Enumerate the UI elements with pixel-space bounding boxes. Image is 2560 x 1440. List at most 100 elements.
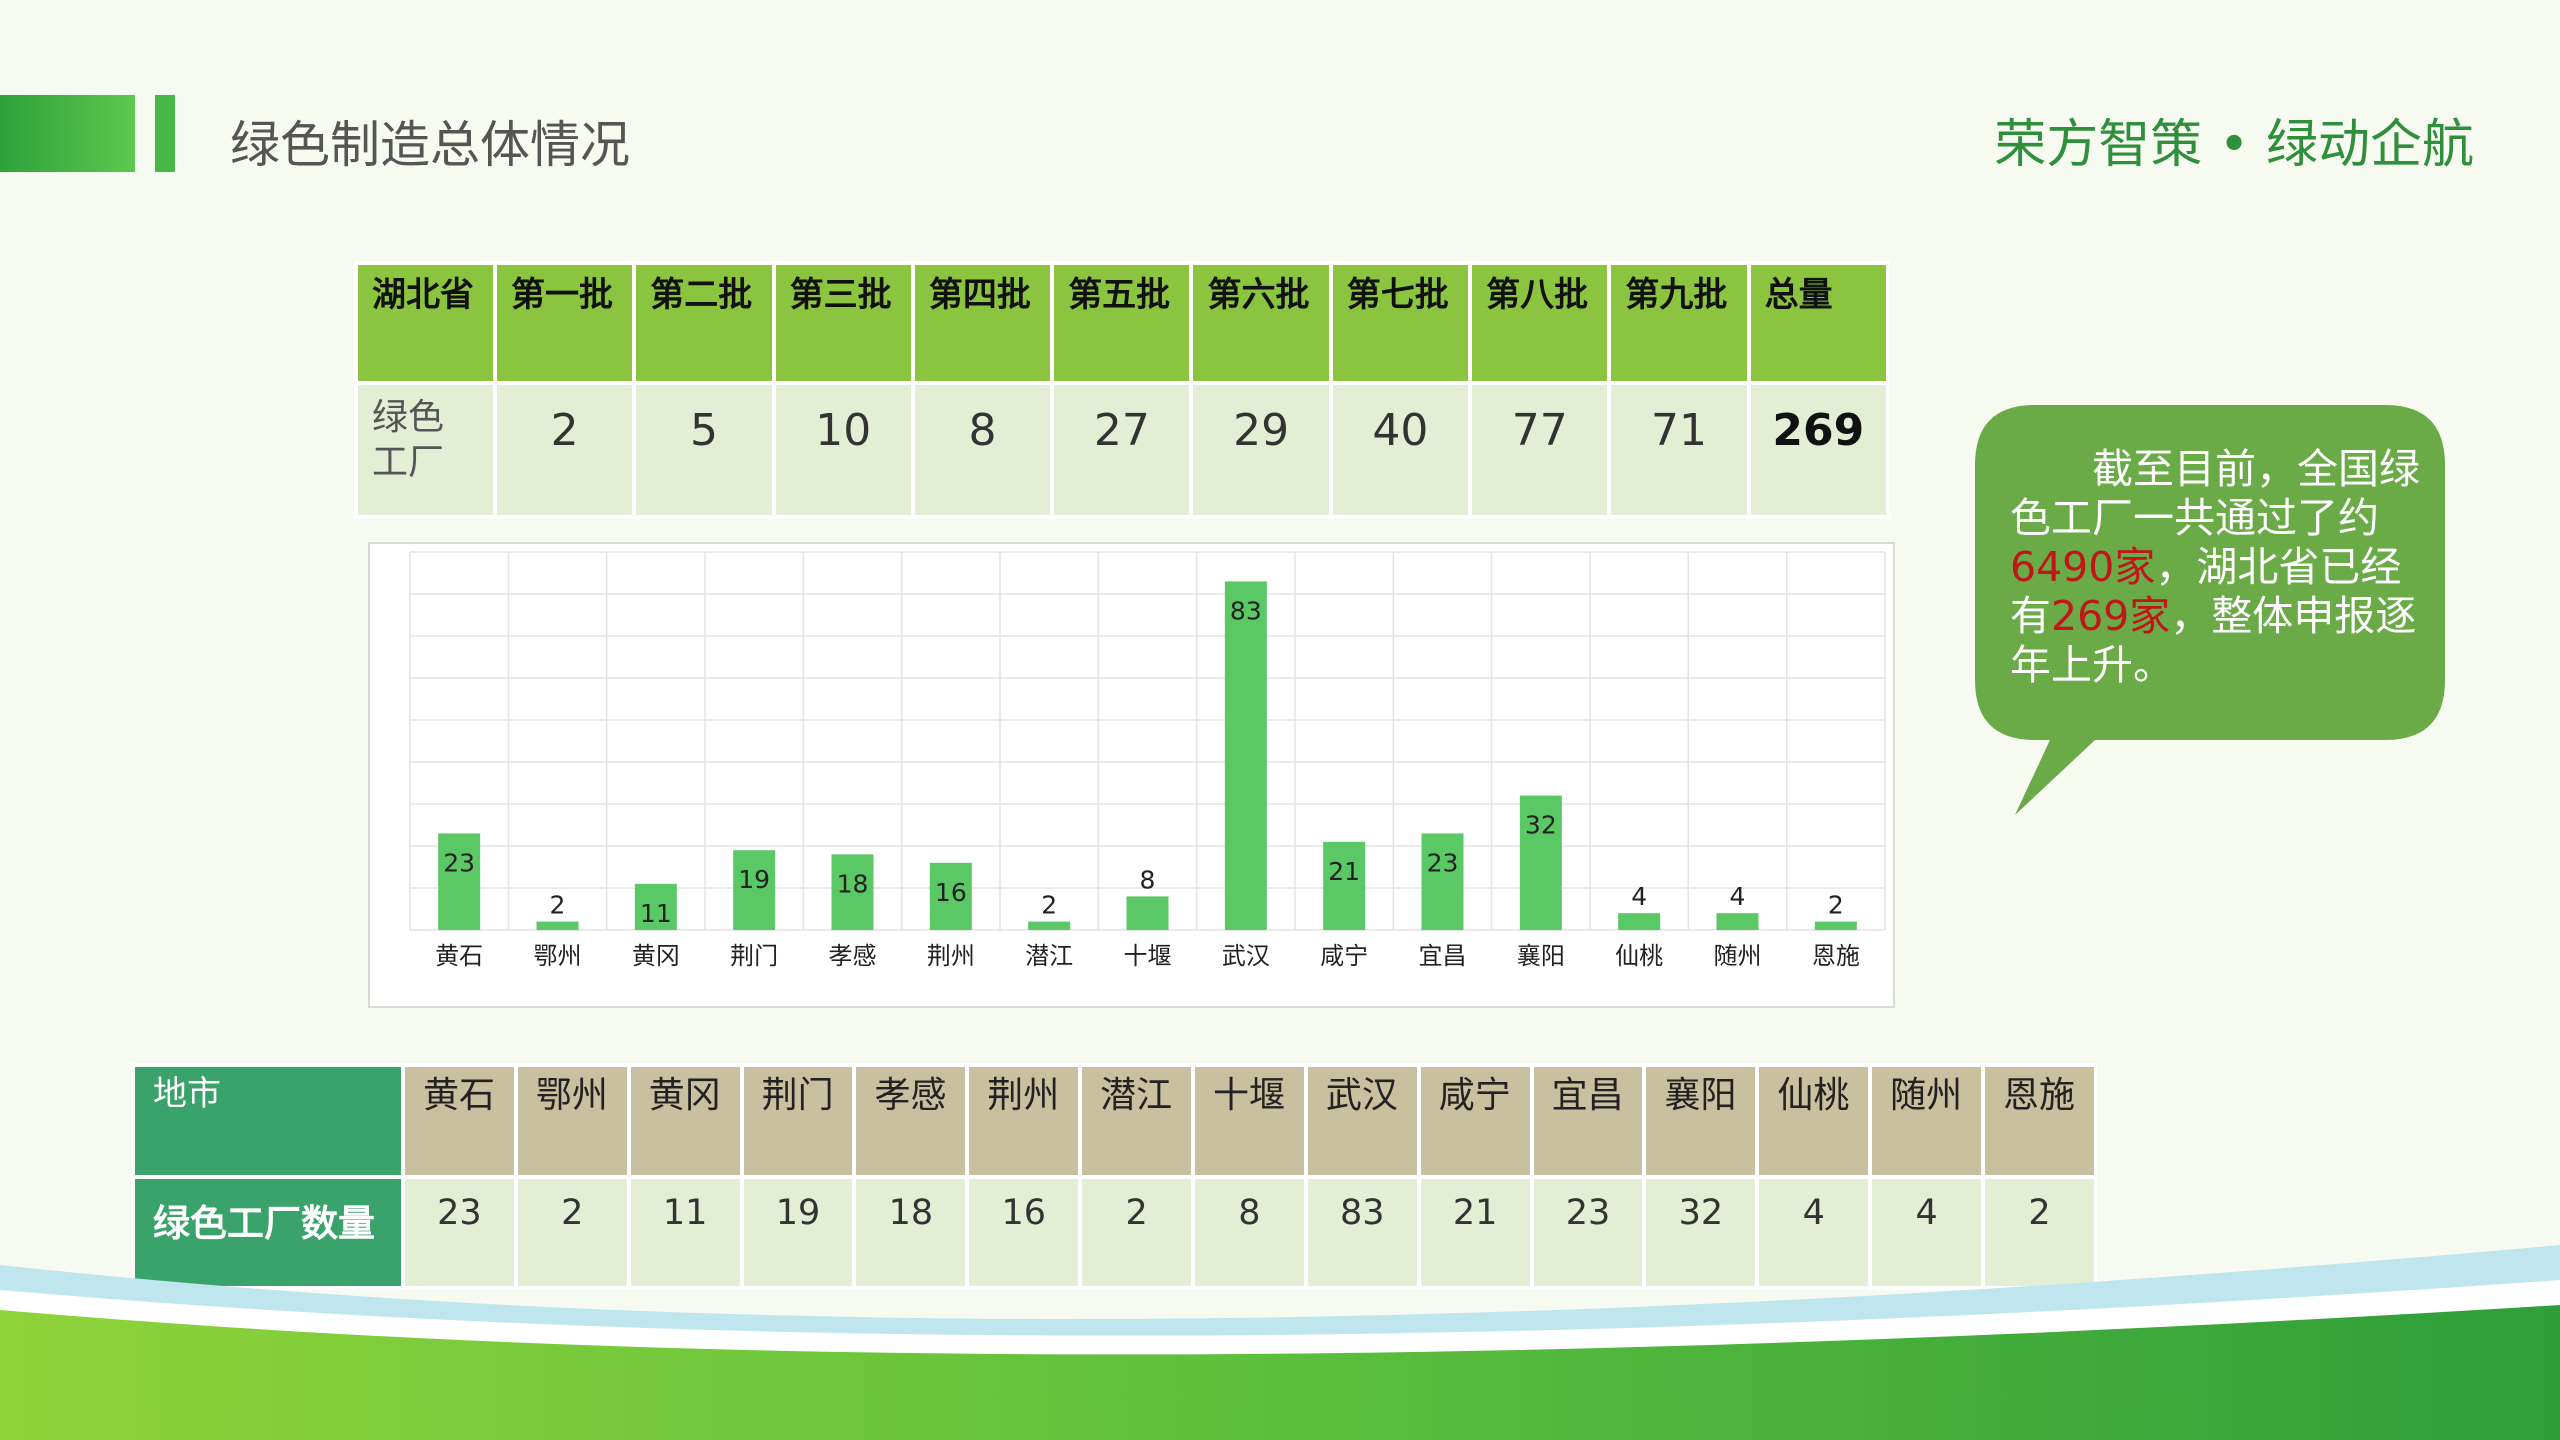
data-label: 16 (935, 878, 967, 907)
category-label: 荆门 (730, 942, 778, 970)
city-name-cell: 襄阳 (1642, 1063, 1760, 1179)
city-count-cell: 2 (513, 1175, 631, 1290)
bar (1224, 581, 1267, 930)
category-label: 黄石 (435, 942, 483, 970)
city-name-cell: 孝感 (852, 1063, 970, 1179)
batch-value-cell: 29 (1189, 381, 1333, 519)
city-count-cell: 21 (1416, 1175, 1534, 1290)
bar (1323, 841, 1366, 930)
city-name-cell: 恩施 (1981, 1063, 2098, 1179)
data-label: 19 (738, 865, 770, 894)
batch-header-cell: 第九批 (1607, 261, 1751, 385)
data-label: 83 (1230, 596, 1262, 625)
bar (929, 862, 972, 930)
batch-corner-cell: 湖北省 (354, 261, 497, 385)
bar (831, 854, 874, 930)
city-name-cell: 十堰 (1191, 1063, 1308, 1179)
city-count-cell: 23 (401, 1175, 518, 1290)
category-label: 孝感 (829, 942, 877, 970)
callout-text-3: ，整体申报逐年上升。 (2010, 592, 2417, 689)
callout-shape (1975, 405, 2445, 815)
bar (1519, 795, 1562, 930)
batch-header-cell: 第六批 (1189, 261, 1333, 385)
batch-value-cell: 10 (771, 381, 915, 519)
data-label: 8 (1140, 865, 1156, 894)
city-count-cell: 8 (1191, 1175, 1308, 1290)
batch-table: 湖北省 第一批 第二批 第三批 第四批 第五批 第六批 第七批 第八批 第九批 … (354, 261, 1891, 519)
city-name-cell: 鄂州 (513, 1063, 631, 1179)
city-header-row: 地市 黄石 鄂州 黄冈 荆门 孝感 荆州 潜江 十堰 武汉 咸宁 宜昌 襄阳 仙… (131, 1063, 2098, 1179)
city-name-cell: 随州 (1868, 1063, 1986, 1179)
batch-header-row: 湖北省 第一批 第二批 第三批 第四批 第五批 第六批 第七批 第八批 第九批 … (354, 261, 1891, 385)
slogan: 荣方智策 • 绿动企航 (1994, 115, 2474, 175)
batch-header-cell: 第一批 (492, 261, 637, 385)
city-count-cell: 4 (1755, 1175, 1873, 1290)
city-count-cell: 19 (739, 1175, 857, 1290)
batch-value-cell: 5 (632, 381, 776, 519)
category-label: 襄阳 (1517, 942, 1565, 970)
data-label: 2 (1041, 891, 1057, 920)
data-label: 4 (1631, 882, 1647, 911)
data-label: 32 (1525, 811, 1557, 840)
bar (536, 921, 579, 930)
city-count-label: 绿色工厂数量 (131, 1175, 405, 1290)
batch-header-cell: 第五批 (1050, 261, 1194, 385)
data-label: 18 (837, 869, 869, 898)
city-table: 地市 黄石 鄂州 黄冈 荆门 孝感 荆州 潜江 十堰 武汉 咸宁 宜昌 襄阳 仙… (131, 1063, 2098, 1290)
batch-value-row: 绿色工厂 2 5 10 8 27 29 40 77 71 269 (354, 381, 1891, 519)
callout-highlight-hubei: 269家 (2051, 592, 2171, 640)
data-label: 11 (640, 899, 672, 928)
decorative-wave (0, 1245, 2560, 1440)
batch-header-cell: 第八批 (1468, 261, 1612, 385)
city-count-cell: 16 (965, 1175, 1083, 1290)
city-count-cell: 11 (626, 1175, 744, 1290)
data-label: 21 (1328, 857, 1360, 886)
city-name-cell: 黄冈 (626, 1063, 744, 1179)
city-count-row: 绿色工厂数量 23 2 11 19 18 16 2 8 83 21 23 32 … (131, 1175, 2098, 1290)
city-count-cell: 18 (852, 1175, 970, 1290)
city-name-cell: 武汉 (1303, 1063, 1421, 1179)
callout-text: 截至目前，全国绿色工厂一共通过了约6490家，湖北省已经有269家，整体申报逐年… (2010, 445, 2420, 690)
city-row-label: 地市 (131, 1063, 405, 1179)
callout-text-2: ，湖北省已经有 (2010, 543, 2402, 640)
bar (1028, 921, 1071, 930)
data-label: 23 (1427, 848, 1459, 877)
category-label: 十堰 (1124, 942, 1172, 970)
city-name-cell: 潜江 (1078, 1063, 1196, 1179)
category-label: 恩施 (1812, 942, 1860, 970)
bar (1716, 913, 1759, 930)
bar (634, 883, 677, 930)
data-label: 2 (1828, 891, 1844, 920)
category-label: 潜江 (1025, 942, 1073, 970)
data-label: 2 (550, 891, 566, 920)
page-title: 绿色制造总体情况 (230, 116, 630, 174)
bar (1814, 921, 1857, 930)
city-name-cell: 荆门 (739, 1063, 857, 1179)
city-count-cell: 2 (1078, 1175, 1196, 1290)
batch-total-cell: 269 (1746, 381, 1891, 519)
data-label: 23 (443, 848, 475, 877)
category-label: 随州 (1714, 942, 1762, 970)
batch-row-label: 绿色工厂 (354, 381, 497, 519)
batch-value-cell: 2 (492, 381, 637, 519)
city-name-cell: 仙桃 (1755, 1063, 1873, 1179)
city-count-cell: 4 (1868, 1175, 1986, 1290)
batch-value-cell: 77 (1468, 381, 1612, 519)
batch-header-cell: 第三批 (771, 261, 915, 385)
city-name-cell: 宜昌 (1529, 1063, 1647, 1179)
category-label: 武汉 (1222, 942, 1270, 970)
category-label: 荆州 (927, 942, 975, 970)
chart-canvas: 23 黄石 2 鄂州 11 黄冈 19 荆门 18 孝感 16 荆州 2 潜江 8 十堰 83 武汉 21 咸宁 23 宜… (409, 551, 1886, 970)
category-label: 黄冈 (632, 942, 680, 970)
category-label: 仙桃 (1615, 942, 1663, 970)
bar (438, 833, 481, 930)
batch-header-total: 总量 (1746, 261, 1891, 385)
city-name-cell: 咸宁 (1416, 1063, 1534, 1179)
city-count-cell: 83 (1303, 1175, 1421, 1290)
city-count-cell: 2 (1981, 1175, 2098, 1290)
batch-value-cell: 8 (910, 381, 1055, 519)
header-accent-stripe (155, 95, 175, 172)
category-label: 鄂州 (534, 942, 582, 970)
batch-value-cell: 40 (1328, 381, 1473, 519)
city-count-cell: 32 (1642, 1175, 1760, 1290)
